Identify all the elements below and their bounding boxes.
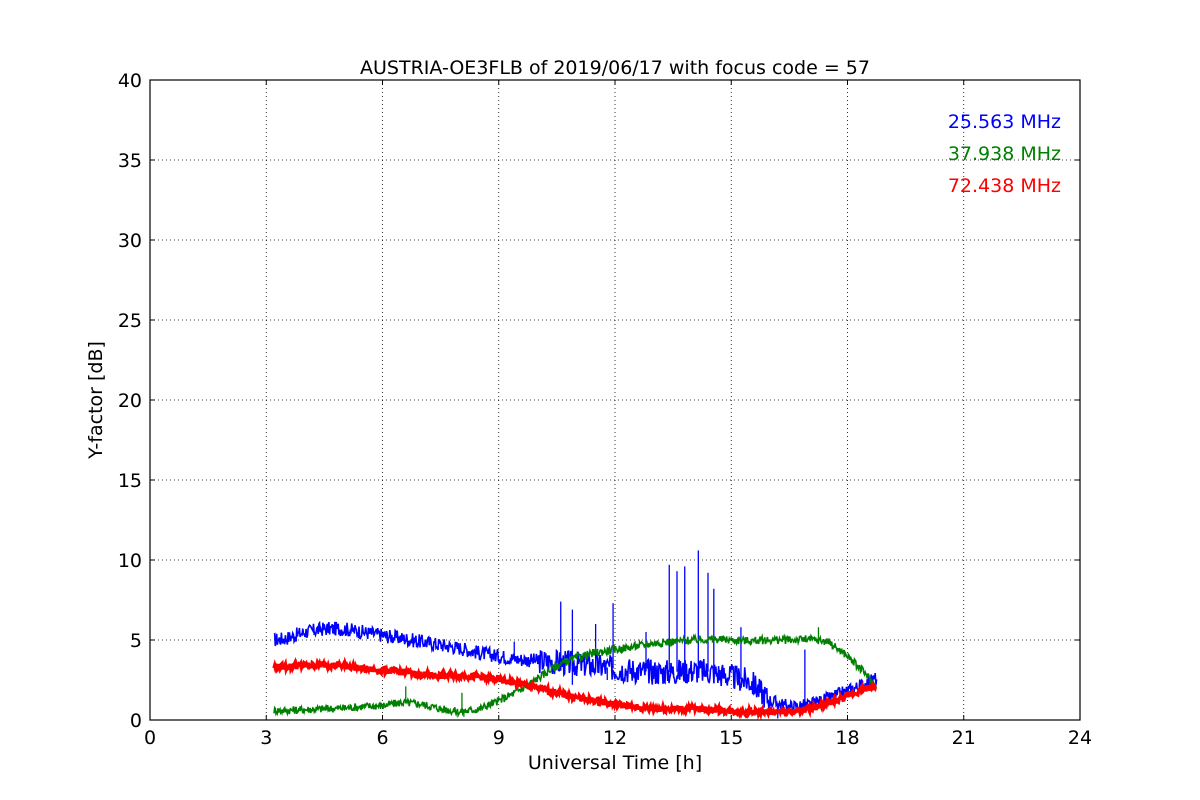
y-tick-label: 25: [118, 310, 142, 332]
y-tick-label: 40: [118, 70, 142, 92]
x-tick-label: 3: [260, 727, 272, 749]
y-tick-label: 10: [118, 550, 142, 572]
y-tick-label: 30: [118, 230, 142, 252]
x-tick-label: 9: [493, 727, 505, 749]
y-tick-label: 15: [118, 470, 142, 492]
x-tick-label: 6: [376, 727, 388, 749]
legend-entry: 37.938 MHz: [948, 143, 1061, 165]
series-1: [273, 550, 878, 719]
y-tick-label: 5: [130, 630, 142, 652]
legend-entry: 25.563 MHz: [948, 111, 1061, 133]
y-tick-label: 20: [118, 390, 142, 412]
legend: 25.563 MHz 37.938 MHz 72.438 MHz: [948, 111, 1061, 197]
series-line: [273, 633, 878, 719]
y-tick-label: 35: [118, 150, 142, 172]
series-3: [272, 656, 877, 721]
series-line: [273, 620, 878, 716]
y-axis-label: Y-factor [dB]: [85, 341, 107, 460]
x-tick-label: 15: [719, 727, 743, 749]
x-tick-label: 18: [835, 727, 859, 749]
grid: [150, 80, 1080, 720]
x-axis-label: Universal Time [h]: [528, 752, 702, 774]
chart-title: AUSTRIA-OE3FLB of 2019/06/17 with focus …: [360, 57, 870, 79]
series-layer: [272, 550, 878, 721]
series-2: [273, 627, 878, 719]
y-tick-label: 0: [130, 710, 142, 732]
x-tick-label: 0: [144, 727, 156, 749]
series-line: [272, 656, 877, 721]
x-tick-label: 24: [1068, 727, 1092, 749]
legend-entry: 72.438 MHz: [948, 175, 1061, 197]
axis-ticks: 0 3 6 9 12 15 18 21 24 0 5 10 15 20 25 30 35 40: [118, 70, 1092, 749]
x-tick-label: 21: [952, 727, 976, 749]
x-tick-label: 12: [603, 727, 627, 749]
